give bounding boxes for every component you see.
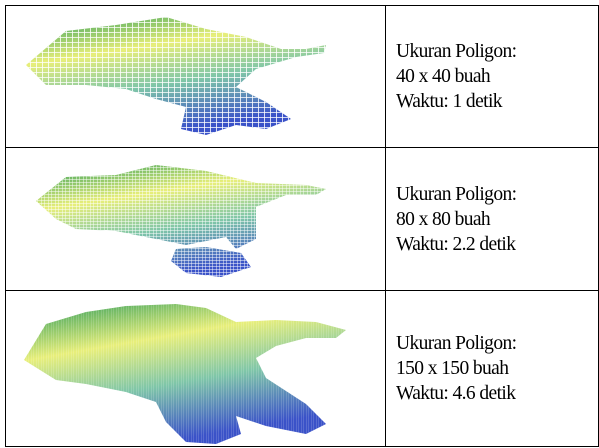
polygon-size: 40 x 40 buah (396, 64, 598, 89)
mesh-cell (6, 6, 386, 148)
mesh (26, 17, 326, 135)
mesh-image (6, 149, 385, 290)
mesh-cell (6, 148, 386, 291)
time: Waktu: 1 detik (396, 89, 598, 114)
mesh-image (6, 7, 385, 147)
label: Ukuran Poligon: (396, 182, 598, 207)
table-row: Ukuran Poligon: 40 x 40 buah Waktu: 1 de… (6, 6, 599, 148)
polygon-size: 80 x 80 buah (396, 207, 598, 232)
table-row: Ukuran Poligon: 80 x 80 buah Waktu: 2.2 … (6, 148, 599, 291)
mesh-cell (6, 291, 386, 447)
mesh-image (6, 292, 385, 446)
mesh (36, 165, 326, 277)
page: Ukuran Poligon: 40 x 40 buah Waktu: 1 de… (0, 0, 599, 448)
mesh (24, 304, 346, 444)
table-row: Ukuran Poligon: 150 x 150 buah Waktu: 4.… (6, 291, 599, 447)
info-cell: Ukuran Poligon: 40 x 40 buah Waktu: 1 de… (386, 6, 599, 148)
info-cell: Ukuran Poligon: 150 x 150 buah Waktu: 4.… (386, 291, 599, 447)
label: Ukuran Poligon: (396, 39, 598, 64)
info-cell: Ukuran Poligon: 80 x 80 buah Waktu: 2.2 … (386, 148, 599, 291)
time: Waktu: 4.6 detik (396, 381, 598, 406)
time: Waktu: 2.2 detik (396, 232, 598, 257)
label: Ukuran Poligon: (396, 331, 598, 356)
polygon-size: 150 x 150 buah (396, 356, 598, 381)
results-table: Ukuran Poligon: 40 x 40 buah Waktu: 1 de… (5, 5, 599, 447)
